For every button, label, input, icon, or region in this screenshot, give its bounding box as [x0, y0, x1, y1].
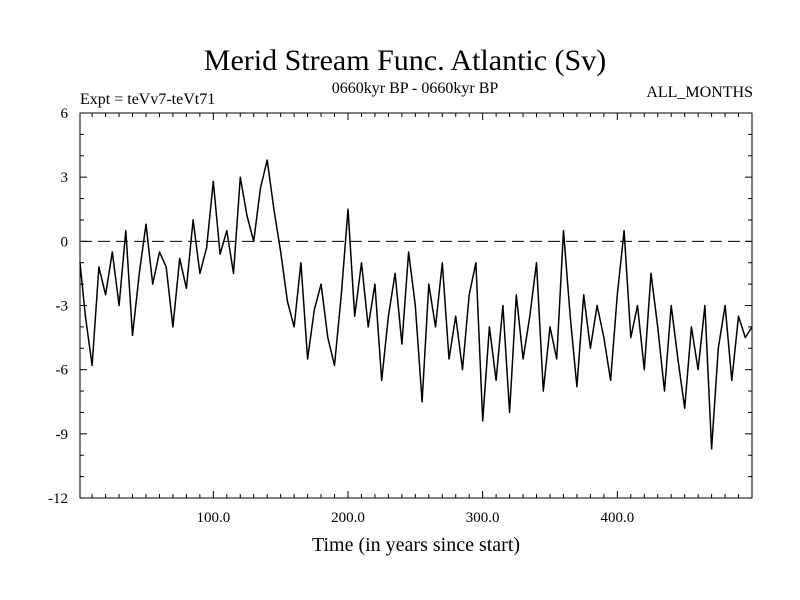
- y-tick-label: -3: [56, 299, 69, 315]
- y-tick-label: 6: [61, 106, 69, 122]
- x-tick-label: 400.0: [600, 510, 634, 526]
- experiment-label: Expt = teVv7-teVt71: [80, 91, 215, 108]
- x-tick-label: 300.0: [466, 510, 500, 526]
- x-tick-label: 100.0: [196, 510, 230, 526]
- months-label: ALL_MONTHS: [646, 84, 753, 101]
- y-tick-label: 0: [61, 234, 69, 250]
- x-axis-title: Time (in years since start): [312, 534, 520, 556]
- y-axis: -12 -9 -6 -3 0 3 6: [48, 106, 752, 507]
- y-tick-label: 3: [61, 170, 69, 186]
- x-tick-label: 200.0: [331, 510, 365, 526]
- series-line: [79, 159, 753, 450]
- y-tick-label: -12: [48, 491, 68, 507]
- chart-title: Merid Stream Func. Atlantic (Sv): [204, 44, 606, 77]
- y-tick-label: -6: [56, 363, 69, 379]
- y-tick-label: -9: [56, 427, 69, 443]
- x-axis: 100.0 200.0 300.0 400.0: [91, 113, 740, 526]
- period-label: 0660kyr BP - 0660kyr BP: [332, 80, 499, 97]
